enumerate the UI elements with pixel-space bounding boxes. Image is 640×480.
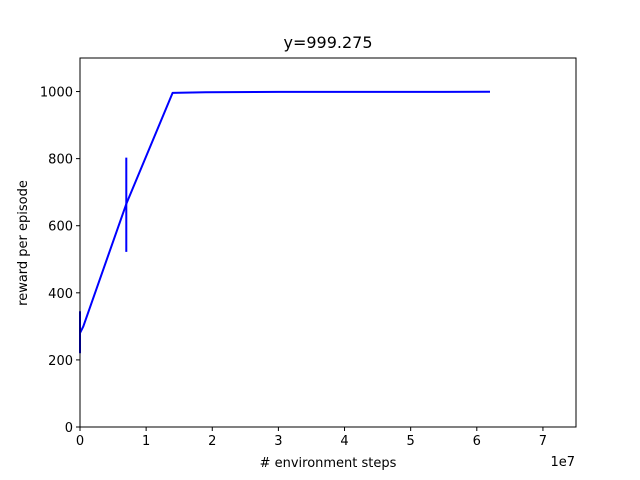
x-tick-label-4: 4	[340, 434, 348, 449]
x-tick-label-0: 0	[76, 434, 84, 449]
y-tick-label-0: 0	[65, 421, 73, 436]
x-tick-label-2: 2	[208, 434, 216, 449]
x-tick-label-6: 6	[473, 434, 481, 449]
y-tick-label-600: 600	[48, 220, 73, 235]
x-tick-label-3: 3	[274, 434, 282, 449]
y-tick-label-800: 800	[48, 153, 73, 168]
x-tick-label-1: 1	[142, 434, 150, 449]
y-tick-label-200: 200	[48, 354, 73, 369]
y-tick-label-1000: 1000	[40, 86, 73, 101]
chart-title: y=999.275	[283, 33, 372, 52]
y-tick-label-400: 400	[48, 287, 73, 302]
x-offset-label: 1e7	[550, 455, 575, 470]
x-tick-label-5: 5	[407, 434, 415, 449]
axes-frame	[79, 57, 577, 428]
x-tick-label-7: 7	[539, 434, 547, 449]
series-line-0	[79, 90, 491, 334]
plot-area: 0 1 2 3 4 5 6 7 0 200 400 600 800 1000	[40, 57, 577, 449]
y-axis-label: reward per episode	[16, 180, 31, 306]
x-axis-label: # environment steps	[260, 456, 397, 471]
